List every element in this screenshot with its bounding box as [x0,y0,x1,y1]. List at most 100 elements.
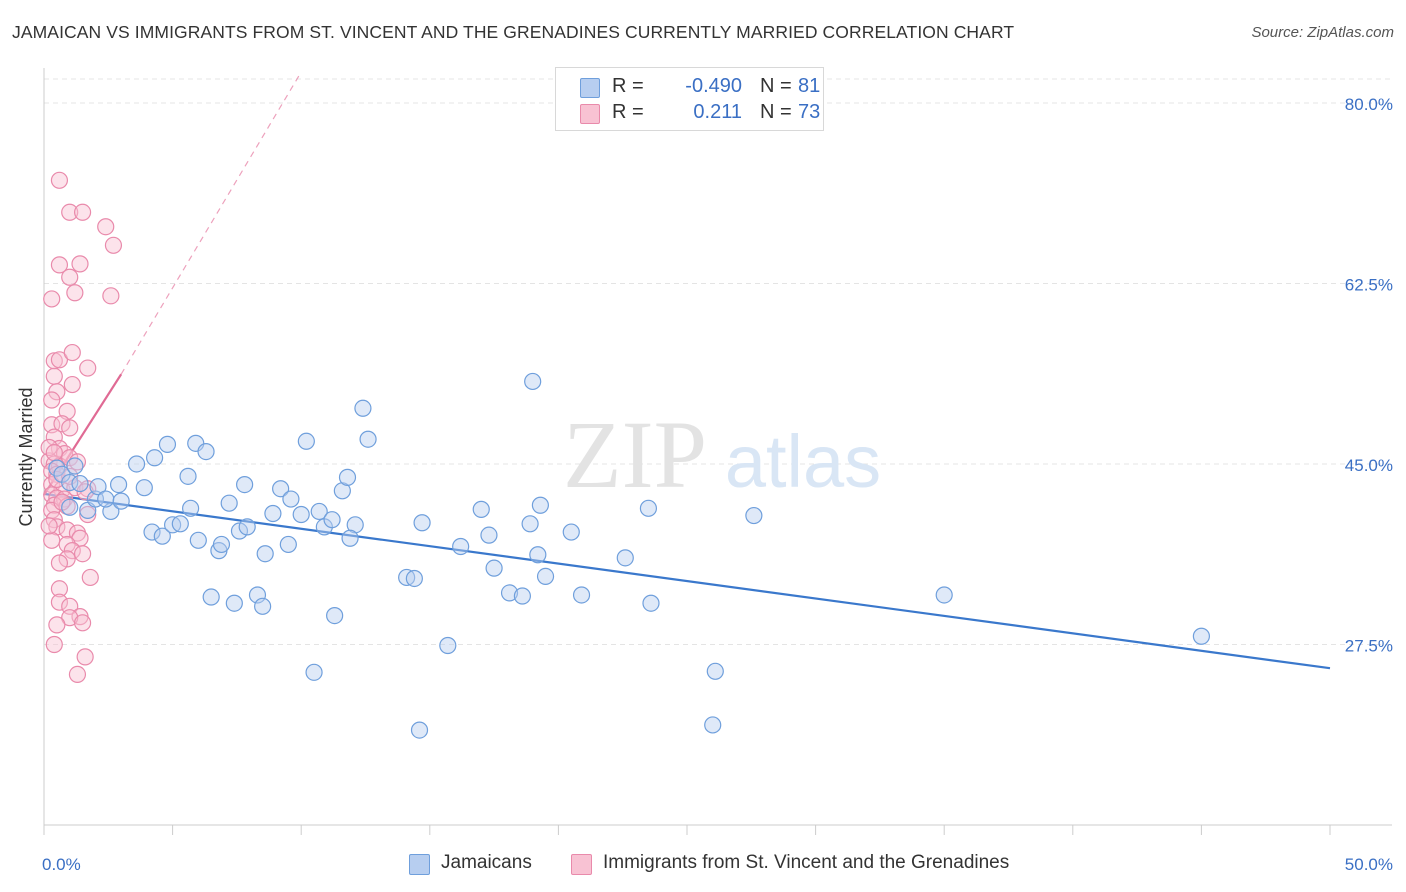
immigrant-point [73,203,92,221]
immigrant-trend-line-dashed [120,71,302,375]
jamaican-point [112,492,130,510]
immigrant-point [50,580,69,598]
immigrant-point [48,465,66,483]
jamaican-point [225,594,243,612]
y-tick-label: 45.0% [1345,456,1393,475]
immigrant-point [73,545,92,563]
jamaican-point [254,597,272,615]
immigrant-point [79,505,97,524]
immigrant-point [50,593,69,611]
jamaican-point [212,535,231,554]
jamaican-point [310,502,328,521]
immigrant-point [71,255,89,273]
immigrant-point [102,287,120,305]
immigrant-point [76,648,94,666]
immigrant-point [40,438,58,457]
jamaican-point [1192,627,1211,645]
jamaican-point [572,586,591,604]
immigrant-point [97,218,115,236]
immigrant-point [50,256,69,274]
jamaican-point [179,467,197,485]
jamaican-point [500,584,519,602]
immigrant-point [48,383,66,401]
jamaican-point [145,449,164,467]
jamaican-point [485,559,503,577]
immigrant-point [50,171,69,189]
y-axis-label: Currently Married [16,387,36,526]
jamaican-point [127,455,146,473]
legend-n-label: N = [760,75,792,97]
jamaican-point [616,549,634,567]
immigrant-point [61,268,79,286]
jamaican-point [272,480,290,498]
immigrant-point [63,542,81,560]
immigrant-point [63,375,81,394]
y-tick-label: 80.0% [1345,95,1393,114]
immigrant-point [40,517,58,535]
jamaican-point [529,546,547,564]
jamaican-point [202,588,220,606]
immigrant-point [63,343,81,362]
immigrant-point [61,419,79,437]
y-tick-label: 27.5% [1345,636,1393,655]
trend-lines [43,71,1331,670]
jamaican-point [264,504,282,523]
watermark-zip: ZIP [563,401,707,508]
jamaican-point [439,636,457,655]
immigrant-point [104,236,123,254]
jamaican-point [189,531,207,549]
immigrant-point [50,351,69,369]
immigrant-point [79,359,97,377]
immigrant-point [50,554,69,572]
jamaican-point [326,607,344,625]
jamaican-point [480,526,498,544]
jamaican-point [256,545,274,563]
jamaican-point [359,430,377,448]
jamaican-point [292,505,310,524]
immigrant-trend-line [43,373,123,496]
jamaican-point [220,494,238,512]
legend-swatch-pink [580,104,600,124]
jamaican-point [197,442,215,461]
jamaican-point [61,498,79,516]
jamaican-point [562,523,580,541]
jamaican-point [410,721,429,739]
correlation-legend: R = -0.490 N = 81 R = 0.211 N = 73 [555,67,824,131]
legend-n-value: 73 [798,101,821,123]
jamaican-point [413,514,431,532]
immigrant-point [45,367,63,385]
jamaican-point [230,522,249,540]
immigrant-point [58,550,76,568]
watermark-atlas: atlas [725,420,881,503]
immigrant-point [43,391,61,409]
bottom-legend-label: Jamaicans [441,852,532,873]
bottom-legend-swatch-blue [409,854,430,875]
immigrant-point [61,203,79,221]
jamaican-point [97,490,115,508]
jamaican-point [536,567,555,586]
jamaican-point [66,457,84,475]
legend-r-value: 0.211 [693,101,742,123]
jamaican-point [89,478,107,496]
immigrant-point [53,415,71,433]
jamaican-point [171,515,189,533]
jamaican-point [745,506,763,525]
immigrant-point [61,449,79,467]
jamaican-point [706,662,724,680]
jamaican-point [354,399,372,417]
immigrant-point [48,616,66,634]
jamaican-point [531,496,549,514]
jamaican-point [238,518,256,536]
jamaican-point [182,499,200,517]
immigrant-point [45,444,63,462]
jamaican-point [472,500,490,518]
jamaican-point [236,476,254,494]
bottom-legend-label: Immigrants from St. Vincent and the Gren… [603,852,1010,873]
x-tick-label: 50.0% [1345,855,1393,874]
bottom-legend-swatch-pink [571,854,592,875]
legend-r-label: R = [612,75,644,97]
immigrant-point [43,290,61,308]
y-tick-label: 62.5% [1345,275,1393,294]
jamaican-point [452,537,470,556]
watermark: ZIP atlas [563,401,881,508]
